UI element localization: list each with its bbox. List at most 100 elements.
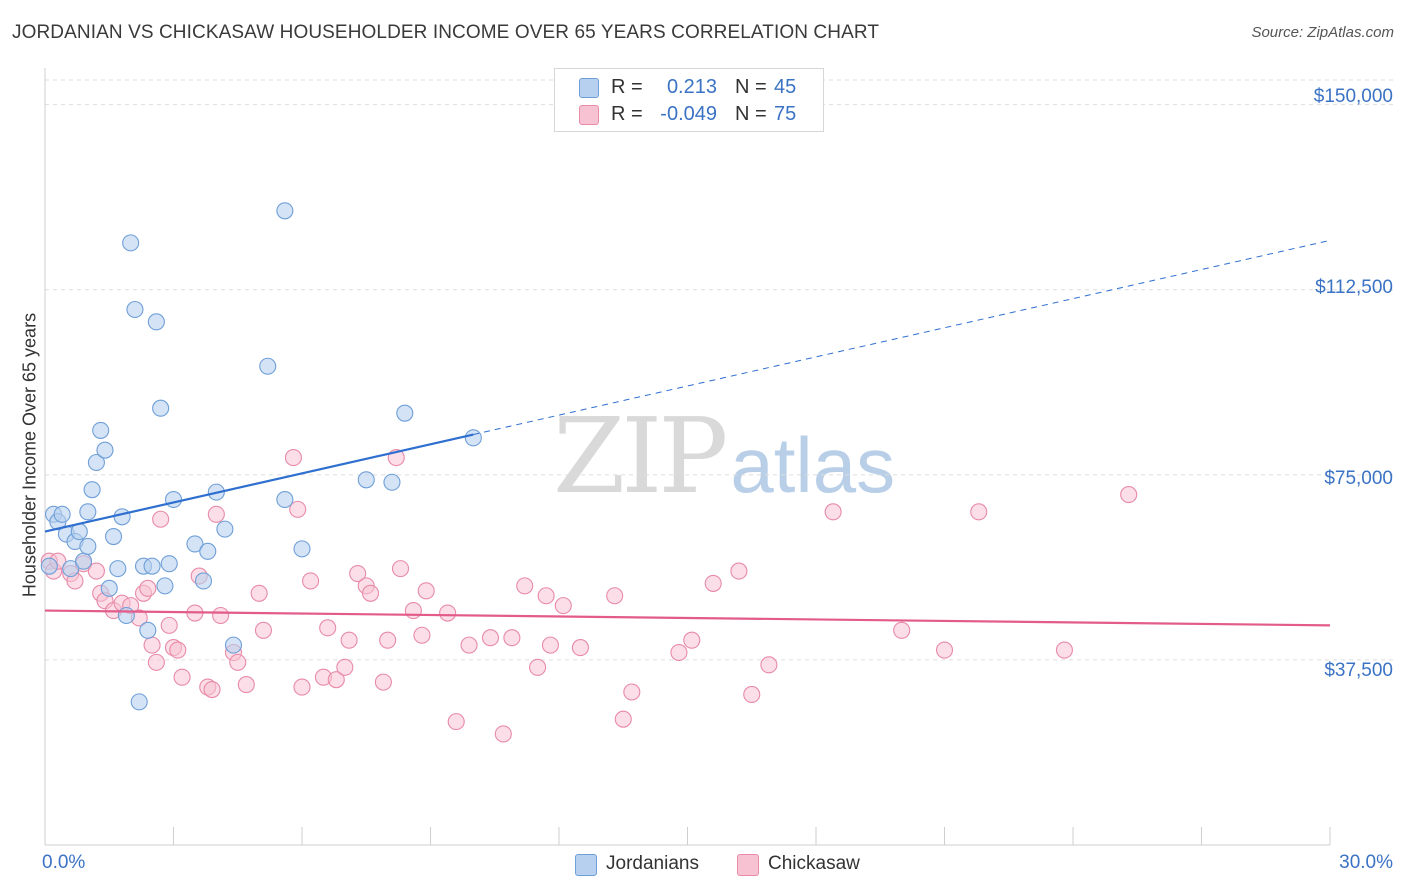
- chickasaw-point: [173, 668, 191, 686]
- chickasaw-point: [730, 562, 748, 580]
- chart-title: JORDANIAN VS CHICKASAW HOUSEHOLDER INCOM…: [12, 22, 880, 43]
- jordanians-trend-extension: [473, 239, 1331, 436]
- jordanians-point: [87, 453, 105, 472]
- watermark: ZIPatlas: [553, 395, 895, 517]
- legend-n-value: 45: [774, 76, 797, 98]
- chickasaw-point: [623, 683, 641, 701]
- jordanians-swatch: [579, 78, 599, 98]
- chickasaw-point: [203, 680, 221, 699]
- correlation-legend: R = 0.213 N = 45 R = -0.049 N = 75: [554, 68, 824, 132]
- y-tick-label-112500: $112,500: [1315, 277, 1393, 298]
- jordanians-point: [464, 429, 482, 447]
- jordanians-point: [109, 560, 127, 578]
- jordanians-point: [143, 557, 161, 575]
- jordanians-point: [130, 693, 148, 711]
- jordanians-swatch: [575, 854, 597, 876]
- x-tick-label-min: 0.0%: [42, 852, 86, 873]
- legend-n-label: N =: [735, 76, 767, 98]
- legend-n-label: N =: [735, 103, 767, 125]
- chickasaw-point: [481, 629, 500, 647]
- jordanians-point: [100, 579, 118, 597]
- chickasaw-point: [250, 584, 268, 602]
- chickasaw-point: [361, 584, 380, 602]
- chickasaw-point: [743, 685, 761, 704]
- chickasaw-point: [554, 597, 572, 615]
- y-axis-label: Householder Income Over 65 years: [19, 312, 40, 598]
- jordanians-point: [75, 552, 93, 570]
- chickasaw-point: [460, 636, 478, 654]
- chickasaw-point: [447, 713, 465, 731]
- chickasaw-point: [537, 587, 555, 605]
- y-tick-label-37500: $37,500: [1324, 660, 1393, 681]
- chickasaw-swatch: [579, 105, 599, 125]
- jordanians-point: [396, 404, 414, 422]
- jordanians-point: [79, 537, 97, 555]
- watermark-atlas: atlas: [730, 421, 896, 509]
- chickasaw-point: [229, 653, 247, 671]
- jordanians-point: [96, 441, 114, 459]
- chickasaw-point: [302, 572, 320, 590]
- chickasaw-point: [529, 658, 547, 676]
- chickasaw-point: [760, 656, 778, 674]
- chickasaw-point: [237, 676, 255, 694]
- chickasaw-point: [404, 602, 422, 620]
- x-tick-label-max: 30.0%: [1339, 852, 1393, 873]
- jordanians-point: [152, 399, 170, 417]
- legend-row-jordanians: R = 0.213 N = 45: [555, 73, 823, 101]
- chickasaw-point: [212, 606, 230, 625]
- jordanians-point: [92, 421, 110, 439]
- watermark-zip: ZIP: [553, 395, 728, 517]
- y-tick-label-150000: $150,000: [1313, 86, 1393, 107]
- chickasaw-point: [606, 587, 624, 605]
- jordanians-point: [79, 503, 97, 521]
- jordanians-trend-line: [44, 433, 474, 533]
- y-tick-label-75000: $75,000: [1324, 468, 1393, 489]
- chickasaw-point: [670, 643, 688, 662]
- legend-r-value: -0.049: [660, 103, 717, 125]
- chickasaw-point: [413, 626, 431, 644]
- jordanians-point: [62, 560, 80, 578]
- jordanians-point: [276, 202, 294, 220]
- jordanians-point: [224, 636, 243, 654]
- chickasaw-point: [704, 574, 722, 592]
- jordanians-point: [194, 572, 213, 590]
- chickasaw-point: [503, 629, 521, 647]
- chickasaw-point: [614, 710, 632, 728]
- jordanians-point: [156, 577, 174, 595]
- chickasaw-point: [1055, 641, 1073, 659]
- jordanians-point: [383, 473, 401, 491]
- jordanians-point: [40, 557, 58, 575]
- chickasaw-point: [254, 621, 273, 639]
- chickasaw-point: [319, 619, 337, 637]
- jordanians-point: [259, 357, 277, 375]
- chickasaw-point: [289, 500, 307, 518]
- chickasaw-point: [417, 582, 435, 600]
- chickasaw-point: [516, 577, 534, 595]
- legend-row-chickasaw: R = -0.049 N = 75: [555, 100, 823, 128]
- chickasaw-point: [169, 641, 187, 659]
- chickasaw-point: [824, 503, 842, 521]
- jordanians-point: [117, 606, 135, 625]
- chickasaw-point: [970, 503, 988, 521]
- chickasaw-point: [87, 562, 105, 580]
- legend-r-label: R =: [611, 103, 643, 125]
- chickasaw-point: [683, 631, 701, 649]
- chickasaw-swatch: [737, 854, 759, 876]
- jordanians-point: [139, 621, 157, 639]
- chickasaw-point: [541, 636, 559, 654]
- chickasaw-point: [379, 631, 397, 649]
- chickasaw-point: [160, 616, 178, 634]
- chickasaw-point: [494, 725, 512, 743]
- jordanians-point: [357, 471, 375, 489]
- chickasaw-point: [349, 564, 367, 583]
- jordanians-point: [147, 313, 165, 331]
- chickasaw-point: [571, 639, 589, 657]
- chickasaw-point: [207, 505, 225, 523]
- chickasaw-point: [1120, 486, 1138, 504]
- jordanians-point: [113, 508, 131, 526]
- jordanians-point: [53, 505, 71, 523]
- chickasaw-point: [147, 653, 165, 671]
- source-credit: Source: ZipAtlas.com: [1251, 24, 1394, 41]
- legend-n-value: 75: [774, 103, 797, 125]
